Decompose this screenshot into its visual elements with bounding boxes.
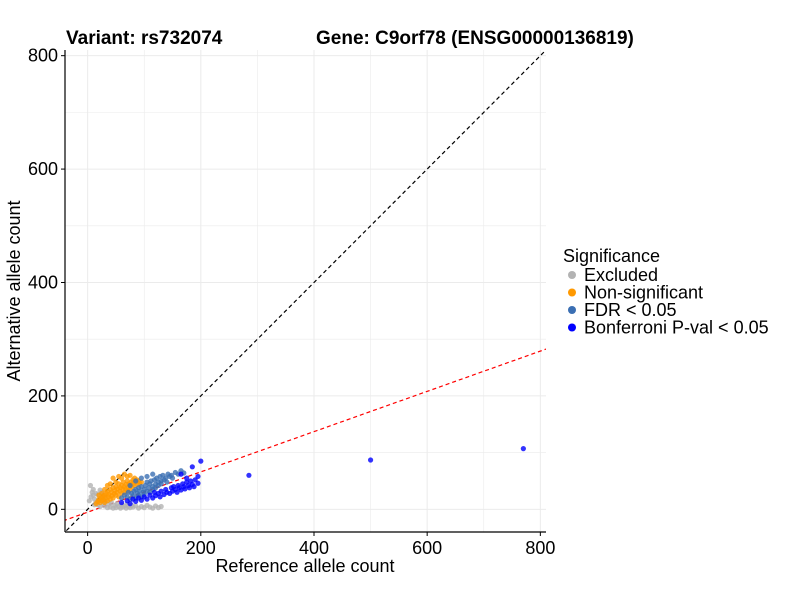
point-non-significant [118,475,125,481]
legend: Significance ExcludedNon-significantFDR … [563,246,769,338]
legend-label: FDR < 0.05 [584,300,677,320]
point-bonferroni-p-val-0-05 [127,501,133,507]
legend-label: Non-significant [584,283,703,303]
y-tick-label: 0 [48,499,58,519]
point-non-significant [104,482,111,489]
y-tick-label: 800 [28,46,58,66]
point-fdr-0-05 [158,481,164,487]
point-fdr-0-05 [169,475,176,481]
point-excluded [90,486,96,493]
y-tick-label: 200 [28,386,58,406]
point-fdr-0-05 [146,485,152,491]
legend-key [568,306,576,314]
point-excluded [86,498,92,504]
y-axis-title: Alternative allele count [4,200,24,381]
point-bonferroni-p-val-0-05 [182,486,188,492]
x-tick-label: 0 [83,538,93,558]
legend-key [568,271,576,279]
point-bonferroni-p-val-0-05 [198,458,204,464]
plot-area [65,50,546,532]
y-tick-label: 400 [28,272,58,292]
point-bonferroni-p-val-0-05 [246,472,252,478]
point-excluded [87,482,94,489]
point-bonferroni-p-val-0-05 [118,499,125,506]
point-bonferroni-p-val-0-05 [195,480,201,486]
x-axis-ticks: 0 200 400 600 800 [83,532,555,558]
point-bonferroni-p-val-0-05 [157,494,163,500]
point-fdr-0-05 [133,478,139,484]
point-bonferroni-p-val-0-05 [178,471,184,477]
x-tick-label: 400 [299,538,329,558]
point-bonferroni-p-val-0-05 [367,457,374,463]
point-fdr-0-05 [150,471,156,477]
grid-lines [65,50,546,532]
reference-line-identity [65,50,546,532]
point-non-significant [138,479,144,485]
point-fdr-0-05 [164,479,170,485]
y-axis-ticks: 0 200 400 600 800 [28,46,65,519]
x-tick-label: 600 [412,538,442,558]
point-bonferroni-p-val-0-05 [191,484,197,490]
point-bonferroni-p-val-0-05 [184,475,190,481]
point-bonferroni-p-val-0-05 [195,473,201,480]
data-points [86,446,526,511]
point-bonferroni-p-val-0-05 [520,446,526,452]
point-bonferroni-p-val-0-05 [144,496,150,502]
point-excluded [158,503,164,510]
reference-lines [65,50,546,532]
legend-key [568,323,576,332]
point-non-significant [113,479,119,485]
point-bonferroni-p-val-0-05 [189,464,195,470]
legend-label: Excluded [584,265,658,285]
point-fdr-0-05 [144,473,150,480]
point-non-significant [127,472,133,478]
point-fdr-0-05 [127,482,133,489]
x-axis-title: Reference allele count [215,556,394,576]
point-excluded [88,494,94,500]
legend-title: Significance [563,246,660,266]
point-fdr-0-05 [138,475,144,481]
point-non-significant [102,486,108,493]
chart-title-gene: Gene: C9orf78 (ENSG00000136819) [316,28,634,49]
point-fdr-0-05 [163,475,169,481]
x-tick-label: 200 [186,538,216,558]
point-non-significant [96,492,102,498]
x-tick-label: 800 [525,538,555,558]
legend-label: Bonferroni P-val < 0.05 [584,318,769,338]
legend-key [568,288,576,297]
y-tick-label: 600 [28,159,58,179]
point-bonferroni-p-val-0-05 [174,489,180,495]
point-non-significant [110,475,116,481]
chart-title-variant: Variant: rs732074 [66,28,223,49]
